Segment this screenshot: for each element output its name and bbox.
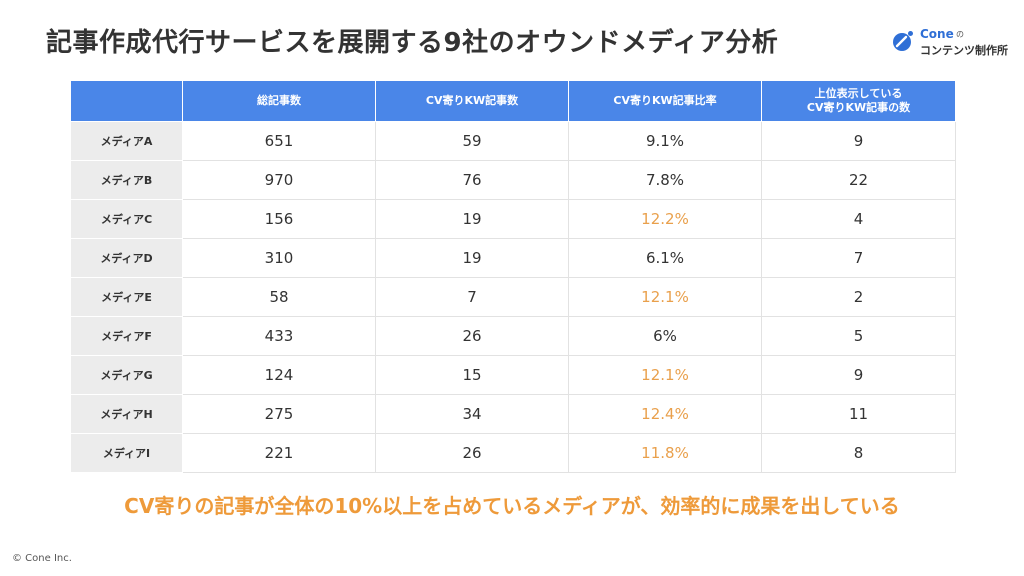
cv-articles-cell: 34 — [375, 394, 569, 434]
top-ranked-cv-cell: 9 — [761, 121, 956, 161]
cv-ratio-cell: 12.2% — [568, 199, 762, 239]
top-ranked-cv-cell: 5 — [761, 316, 956, 356]
brand-logo: Cone の コンテンツ制作所 — [892, 26, 1012, 60]
cv-ratio-cell: 11.8% — [568, 433, 762, 473]
column-header-cv-ratio: CV寄りKW記事比率 — [568, 80, 762, 122]
table-row: メディアG 124 15 12.1% 9 — [70, 355, 956, 395]
key-finding-headline: CV寄りの記事が全体の10%以上を占めているメディアが、効率的に成果を出している — [124, 494, 900, 518]
cone-logo-icon — [893, 31, 913, 51]
column-header-top-ranked-cv-articles: 上位表示している CV寄りKW記事の数 — [761, 80, 956, 122]
total-articles-cell: 433 — [182, 316, 376, 356]
row-label-cell: メディアI — [70, 433, 183, 473]
table-row: メディアC 156 19 12.2% 4 — [70, 199, 956, 239]
cv-ratio-cell: 6.1% — [568, 238, 762, 278]
top-ranked-cv-cell: 22 — [761, 160, 956, 200]
cv-articles-cell: 7 — [375, 277, 569, 317]
column-header-total-articles: 総記事数 — [182, 80, 376, 122]
top-ranked-cv-cell: 7 — [761, 238, 956, 278]
table-row: メディアA 651 59 9.1% 9 — [70, 121, 956, 161]
table-row: メディアE 58 7 12.1% 2 — [70, 277, 956, 317]
logo-brand-suffix: の — [956, 30, 964, 39]
top-ranked-cv-cell: 11 — [761, 394, 956, 434]
top-ranked-cv-cell: 2 — [761, 277, 956, 317]
total-articles-cell: 58 — [182, 277, 376, 317]
media-analysis-table: 総記事数 CV寄りKW記事数 CV寄りKW記事比率 上位表示している CV寄りK… — [70, 80, 956, 473]
table-row: メディアH 275 34 12.4% 11 — [70, 394, 956, 434]
total-articles-cell: 124 — [182, 355, 376, 395]
row-label-cell: メディアB — [70, 160, 183, 200]
total-articles-cell: 970 — [182, 160, 376, 200]
page-title: 記事作成代行サービスを展開する9社のオウンドメディア分析 — [46, 28, 779, 58]
logo-brand-name: Cone — [920, 27, 954, 41]
total-articles-cell: 156 — [182, 199, 376, 239]
cv-articles-cell: 26 — [375, 316, 569, 356]
row-label-cell: メディアC — [70, 199, 183, 239]
cv-articles-cell: 19 — [375, 199, 569, 239]
table-row: メディアF 433 26 6% 5 — [70, 316, 956, 356]
cv-ratio-cell: 7.8% — [568, 160, 762, 200]
top-ranked-cv-cell: 9 — [761, 355, 956, 395]
logo-subtitle: コンテンツ制作所 — [920, 44, 1008, 57]
row-label-cell: メディアG — [70, 355, 183, 395]
total-articles-cell: 221 — [182, 433, 376, 473]
top-ranked-cv-cell: 4 — [761, 199, 956, 239]
total-articles-cell: 275 — [182, 394, 376, 434]
row-label-cell: メディアF — [70, 316, 183, 356]
cv-articles-cell: 59 — [375, 121, 569, 161]
row-label-cell: メディアE — [70, 277, 183, 317]
cv-ratio-cell: 6% — [568, 316, 762, 356]
cv-articles-cell: 26 — [375, 433, 569, 473]
cv-ratio-cell: 12.1% — [568, 277, 762, 317]
table-row: メディアI 221 26 11.8% 8 — [70, 433, 956, 473]
row-label-cell: メディアA — [70, 121, 183, 161]
total-articles-cell: 651 — [182, 121, 376, 161]
table-corner-cell — [70, 80, 183, 122]
top-ranked-cv-cell: 8 — [761, 433, 956, 473]
copyright-text: © Cone Inc. — [12, 553, 72, 564]
cv-articles-cell: 19 — [375, 238, 569, 278]
table-row: メディアD 310 19 6.1% 7 — [70, 238, 956, 278]
total-articles-cell: 310 — [182, 238, 376, 278]
row-label-cell: メディアD — [70, 238, 183, 278]
column-header-cv-articles: CV寄りKW記事数 — [375, 80, 569, 122]
cv-articles-cell: 76 — [375, 160, 569, 200]
table-row: メディアB 970 76 7.8% 22 — [70, 160, 956, 200]
row-label-cell: メディアH — [70, 394, 183, 434]
cv-ratio-cell: 12.1% — [568, 355, 762, 395]
table-header-row: 総記事数 CV寄りKW記事数 CV寄りKW記事比率 上位表示している CV寄りK… — [70, 80, 956, 122]
cv-ratio-cell: 12.4% — [568, 394, 762, 434]
cv-articles-cell: 15 — [375, 355, 569, 395]
column-header-line: CV寄りKW記事の数 — [806, 101, 911, 114]
column-header-line: 上位表示している — [814, 87, 903, 100]
cv-ratio-cell: 9.1% — [568, 121, 762, 161]
